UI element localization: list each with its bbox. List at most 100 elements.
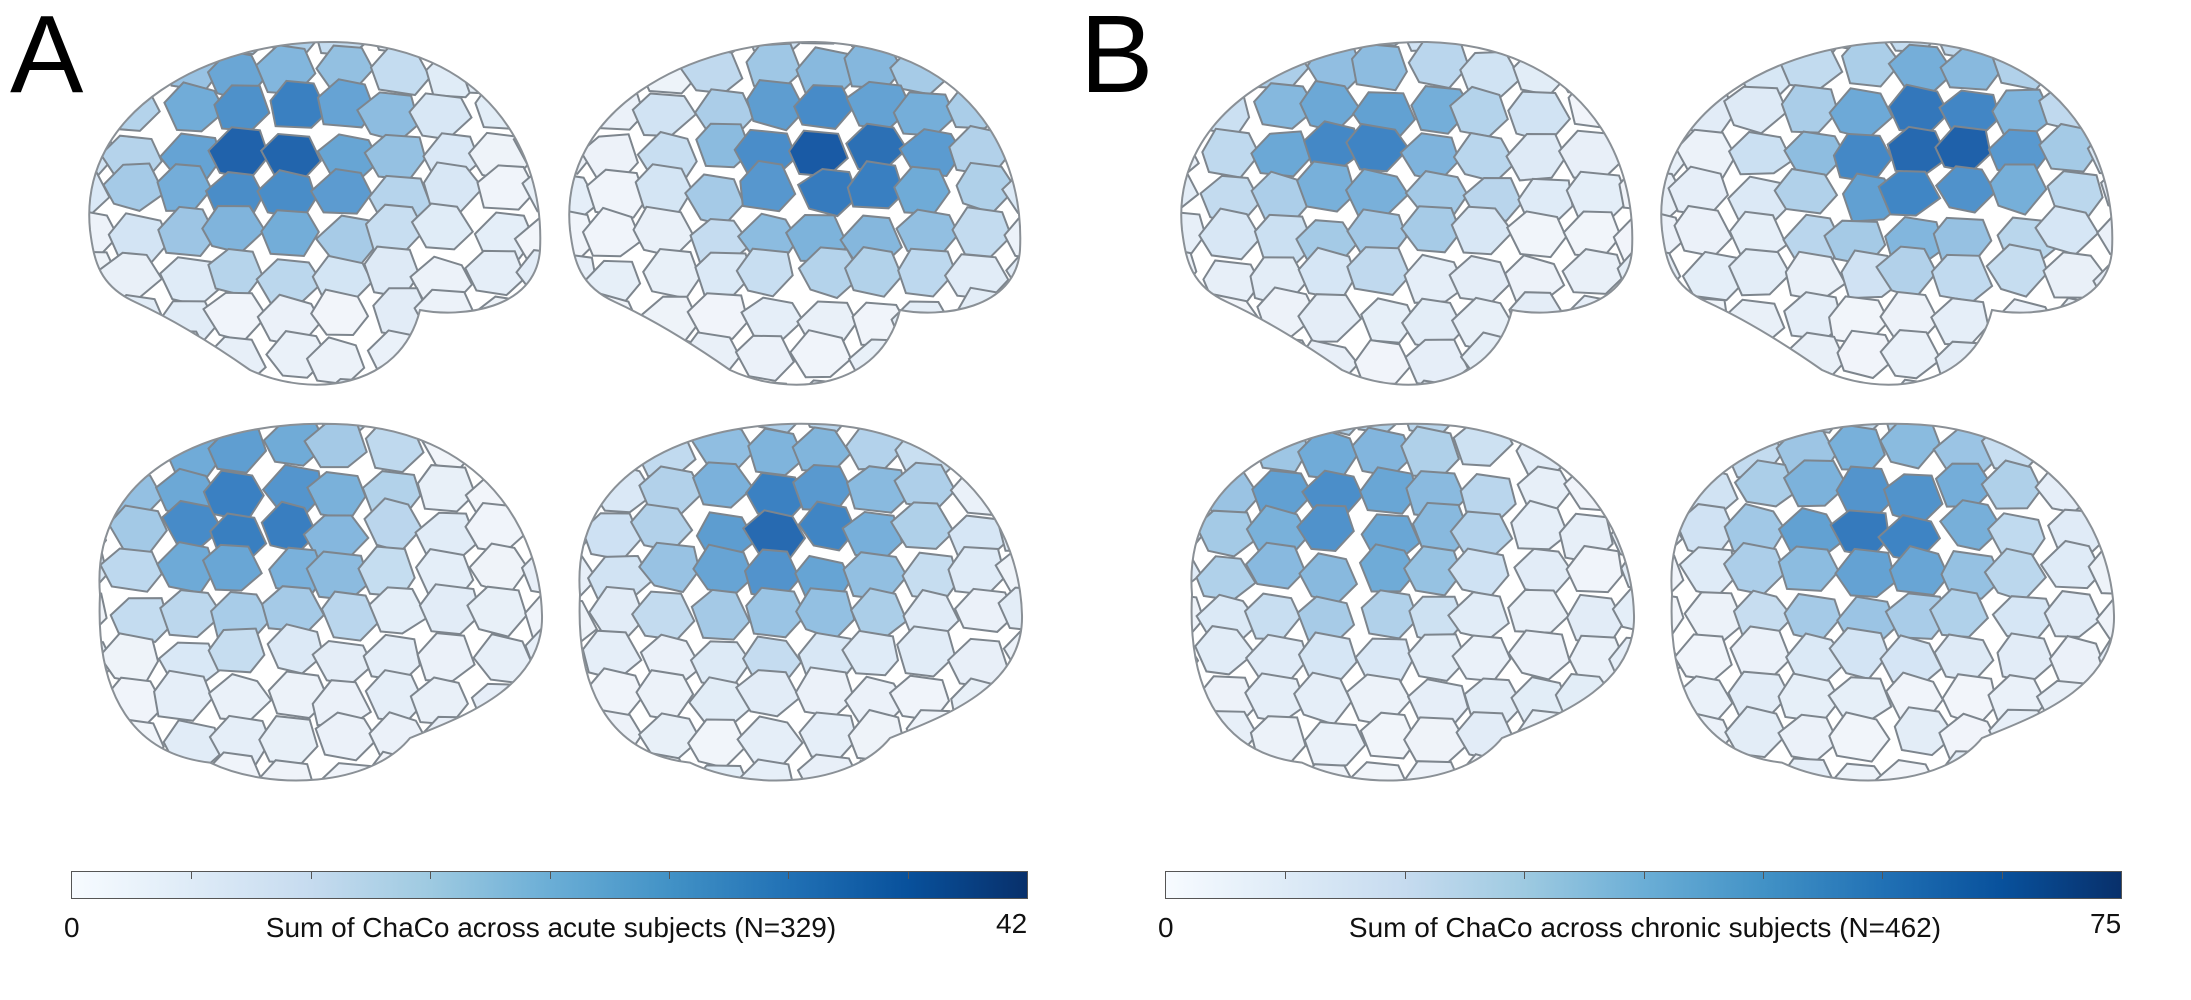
brain-parcel <box>630 590 696 641</box>
brain-parcel <box>998 506 1023 552</box>
colorbar-tick <box>788 872 790 879</box>
brain-parcel <box>1563 463 1626 512</box>
brain-parcel <box>2091 797 2133 820</box>
brain-parcel <box>1191 423 1213 474</box>
colorbar-tick <box>191 872 193 879</box>
brain-parcel <box>1152 798 1205 820</box>
brain-parcel <box>1888 544 1950 597</box>
colorbar-tick <box>1643 872 1645 879</box>
brain-parcel <box>2083 86 2113 136</box>
brain-parcel <box>1938 712 2002 765</box>
brain-parcel <box>1005 41 1021 48</box>
colorbar-tick <box>1762 872 1764 879</box>
brain-parcel <box>102 82 161 132</box>
brain-parcel <box>952 41 1013 52</box>
brain-parcel <box>1504 423 1566 440</box>
brain-parcel <box>1402 760 1462 781</box>
brain-parcel <box>1783 592 1842 643</box>
brain-parcel <box>303 423 368 469</box>
colorbar-tick <box>1404 872 1406 879</box>
brain-parcel <box>372 287 431 339</box>
panel-b-brain-lateral-left <box>1180 40 1634 386</box>
brain-parcel <box>99 424 160 472</box>
brain-parcel <box>1293 671 1353 726</box>
colorbar-tick <box>1285 872 1287 879</box>
brain-parcel <box>1728 800 1785 820</box>
brain-parcel <box>2042 251 2109 299</box>
brain-parcel <box>1671 423 1693 472</box>
brain-parcel <box>1347 761 1409 781</box>
brain-parcel <box>2046 799 2103 820</box>
brain-parcel <box>1777 545 1840 592</box>
brain-parcel <box>1563 710 1628 758</box>
brain-parcel <box>1191 632 1200 681</box>
brain-parcel <box>460 49 524 96</box>
brain-parcel <box>581 794 641 820</box>
brain-parcel <box>1204 41 1262 91</box>
brain-parcel <box>469 295 534 347</box>
brain-parcel <box>421 715 481 766</box>
brain-parcel <box>1828 626 1890 681</box>
brain-parcel <box>1510 499 1570 551</box>
brain-parcel <box>952 803 1010 820</box>
brain-parcel <box>158 799 215 820</box>
brain-parcel <box>314 711 379 762</box>
brain-parcel <box>1620 543 1635 596</box>
brain-parcel <box>793 84 855 130</box>
brain-parcel <box>636 41 694 50</box>
brain-parcel <box>641 797 699 820</box>
brain-parcel <box>258 715 319 765</box>
brain-parcel <box>579 753 592 781</box>
brain-parcel <box>1191 503 1208 552</box>
brain-parcel <box>89 91 107 141</box>
brain-parcel <box>1403 545 1464 597</box>
brain-parcel <box>1450 205 1514 256</box>
brain-parcel <box>540 804 589 820</box>
brain-parcel <box>2094 423 2115 428</box>
brain-parcel <box>1181 210 1207 258</box>
brain-parcel <box>410 202 475 251</box>
brain-parcel <box>1308 423 1371 437</box>
brain-parcel <box>1191 423 1214 437</box>
brain-parcel <box>2096 210 2113 261</box>
brain-parcel <box>415 41 475 59</box>
brain-parcel <box>1191 712 1204 766</box>
brain-parcel <box>845 465 910 514</box>
brain-parcel <box>201 204 267 254</box>
brain-parcel <box>157 205 218 258</box>
brain-parcel <box>579 673 586 721</box>
brain-parcel <box>1986 801 2045 820</box>
brain-parcel <box>368 586 429 635</box>
brain-parcel <box>156 163 213 212</box>
brain-parcel <box>1200 756 1258 781</box>
panel-a-colorbar-max: 42 <box>996 908 1028 939</box>
brain-parcel <box>1298 552 1359 605</box>
brain-parcel <box>1680 342 1739 385</box>
brain-parcel <box>2044 423 2107 468</box>
brain-parcel <box>689 764 752 781</box>
brain-parcel <box>953 587 1017 633</box>
brain-parcel <box>1790 423 1846 434</box>
brain-parcel <box>1661 296 1684 347</box>
brain-parcel <box>99 427 108 481</box>
brain-parcel <box>579 426 638 478</box>
brain-parcel <box>1302 796 1364 820</box>
brain-parcel <box>1003 209 1021 263</box>
brain-parcel <box>99 462 112 512</box>
brain-parcel <box>692 543 755 596</box>
brain-parcel <box>1834 547 1897 599</box>
brain-parcel <box>796 753 863 781</box>
brain-parcel <box>891 794 952 820</box>
panel-b-colorbar-min: 0 <box>1158 912 1174 943</box>
brain-parcel <box>1933 633 1995 682</box>
brain-parcel <box>735 247 794 298</box>
brain-parcel <box>592 334 653 385</box>
brain-parcel <box>1001 429 1023 483</box>
brain-parcel <box>1561 248 1626 295</box>
brain-parcel <box>99 588 108 633</box>
brain-parcel <box>633 752 692 781</box>
brain-parcel <box>1452 131 1517 184</box>
brain-parcel <box>1252 335 1314 381</box>
brain-parcel <box>1727 130 1794 176</box>
brain-parcel <box>1988 163 2048 216</box>
